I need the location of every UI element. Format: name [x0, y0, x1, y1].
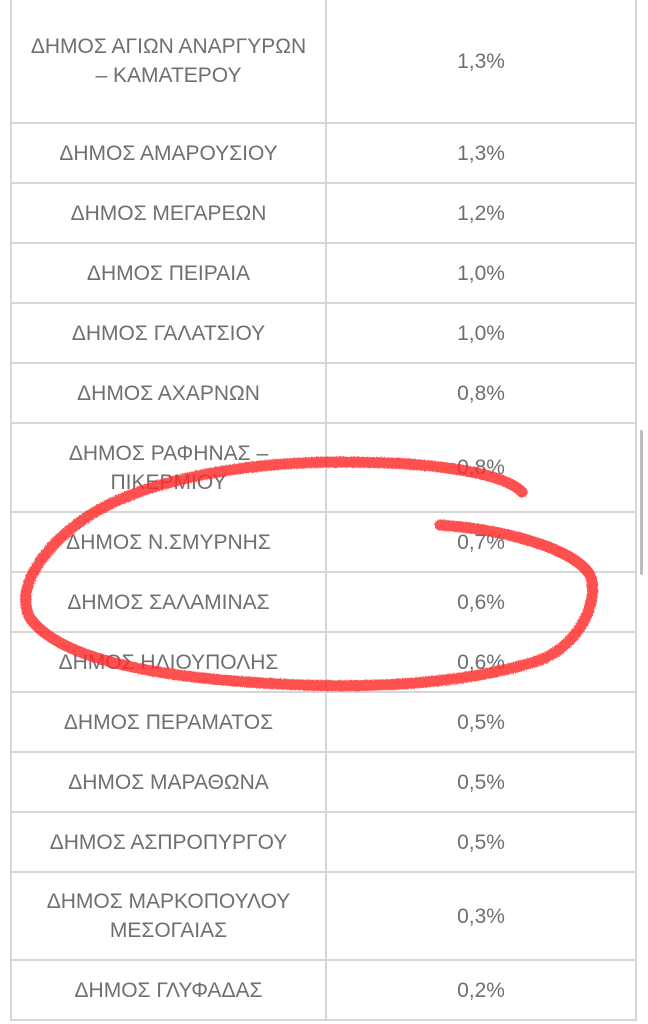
table-row: ΔΗΜΟΣ ΑΣΠΡΟΠΥΡΓΟΥ 0,5%	[10, 811, 637, 873]
table-row: ΔΗΜΟΣ ΜΑΡΚΟΠΟΥΛΟΥ ΜΕΣΟΓΑΙΑΣ 0,3%	[10, 871, 637, 961]
municipality-name: ΔΗΜΟΣ ΗΛΙΟΥΠΟΛΗΣ	[10, 631, 327, 693]
percentage-value: 1,0%	[325, 242, 637, 304]
municipality-name: ΔΗΜΟΣ ΠΕΡΑΜΑΤΟΣ	[10, 691, 327, 753]
percentage-value: 0,2%	[325, 959, 637, 1021]
municipality-name: ΔΗΜΟΣ ΓΛΥΦΑΔΑΣ	[10, 959, 327, 1021]
municipality-name: ΔΗΜΟΣ ΜΕΓΑΡΕΩΝ	[10, 182, 327, 244]
table-row: ΔΗΜΟΣ ΓΑΛΑΤΣΙΟΥ 1,0%	[10, 302, 637, 364]
table-row: ΔΗΜΟΣ ΓΛΥΦΑΔΑΣ 0,2%	[10, 959, 637, 1021]
percentage-value: 1,3%	[325, 0, 637, 124]
table-row: ΔΗΜΟΣ ΗΛΙΟΥΠΟΛΗΣ 0,6%	[10, 631, 637, 693]
table-row: ΔΗΜΟΣ ΣΑΛΑΜΙΝΑΣ 0,6%	[10, 571, 637, 633]
percentage-value: 0,5%	[325, 691, 637, 753]
percentage-value: 0,7%	[325, 511, 637, 573]
municipality-name: ΔΗΜΟΣ ΓΑΛΑΤΣΙΟΥ	[10, 302, 327, 364]
percentage-value: 1,3%	[325, 122, 637, 184]
percentage-value: 0,3%	[325, 871, 637, 961]
table-row: ΔΗΜΟΣ Ν.ΣΜΥΡΝΗΣ 0,7%	[10, 511, 637, 573]
municipality-name: ΔΗΜΟΣ ΠΕΙΡΑΙΑ	[10, 242, 327, 304]
municipality-name: ΔΗΜΟΣ ΑΣΠΡΟΠΥΡΓΟΥ	[10, 811, 327, 873]
percentage-value: 0,8%	[325, 422, 637, 513]
table-row: ΔΗΜΟΣ ΑΜΑΡΟΥΣΙΟΥ 1,3%	[10, 122, 637, 184]
percentage-value: 0,5%	[325, 811, 637, 873]
percentage-value: 0,6%	[325, 571, 637, 633]
scrollbar[interactable]	[640, 430, 643, 575]
municipality-name: ΔΗΜΟΣ ΡΑΦΗΝΑΣ – ΠΙΚΕΡΜΙΟΥ	[10, 422, 327, 513]
table-row: ΔΗΜΟΣ ΜΑΡΑΘΩΝΑ 0,5%	[10, 751, 637, 813]
municipality-name: ΔΗΜΟΣ ΑΧΑΡΝΩΝ	[10, 362, 327, 424]
municipality-name: ΔΗΜΟΣ ΜΑΡΚΟΠΟΥΛΟΥ ΜΕΣΟΓΑΙΑΣ	[10, 871, 327, 961]
municipality-name: ΔΗΜΟΣ ΜΑΡΑΘΩΝΑ	[10, 751, 327, 813]
table-row: ΔΗΜΟΣ ΡΑΦΗΝΑΣ – ΠΙΚΕΡΜΙΟΥ 0,8%	[10, 422, 637, 513]
percentage-value: 0,8%	[325, 362, 637, 424]
table-row: ΔΗΜΟΣ ΜΕΓΑΡΕΩΝ 1,2%	[10, 182, 637, 244]
table-row: ΔΗΜΟΣ ΑΧΑΡΝΩΝ 0,8%	[10, 362, 637, 424]
municipality-name: ΔΗΜΟΣ ΑΓΙΩΝ ΑΝΑΡΓΥΡΩΝ – ΚΑΜΑΤΕΡΟΥ	[10, 0, 327, 124]
table-row: ΔΗΜΟΣ ΠΕΡΑΜΑΤΟΣ 0,5%	[10, 691, 637, 753]
municipality-percentage-table: ΔΗΜΟΣ ΑΓΙΩΝ ΑΝΑΡΓΥΡΩΝ – ΚΑΜΑΤΕΡΟΥ 1,3% ΔΗΜ…	[10, 0, 637, 1021]
percentage-value: 1,2%	[325, 182, 637, 244]
municipality-name: ΔΗΜΟΣ Ν.ΣΜΥΡΝΗΣ	[10, 511, 327, 573]
table-row: ΔΗΜΟΣ ΠΕΙΡΑΙΑ 1,0%	[10, 242, 637, 304]
percentage-value: 0,5%	[325, 751, 637, 813]
percentage-value: 1,0%	[325, 302, 637, 364]
municipality-name: ΔΗΜΟΣ ΑΜΑΡΟΥΣΙΟΥ	[10, 122, 327, 184]
table-row: ΔΗΜΟΣ ΑΓΙΩΝ ΑΝΑΡΓΥΡΩΝ – ΚΑΜΑΤΕΡΟΥ 1,3%	[10, 0, 637, 124]
percentage-value: 0,6%	[325, 631, 637, 693]
municipality-name: ΔΗΜΟΣ ΣΑΛΑΜΙΝΑΣ	[10, 571, 327, 633]
